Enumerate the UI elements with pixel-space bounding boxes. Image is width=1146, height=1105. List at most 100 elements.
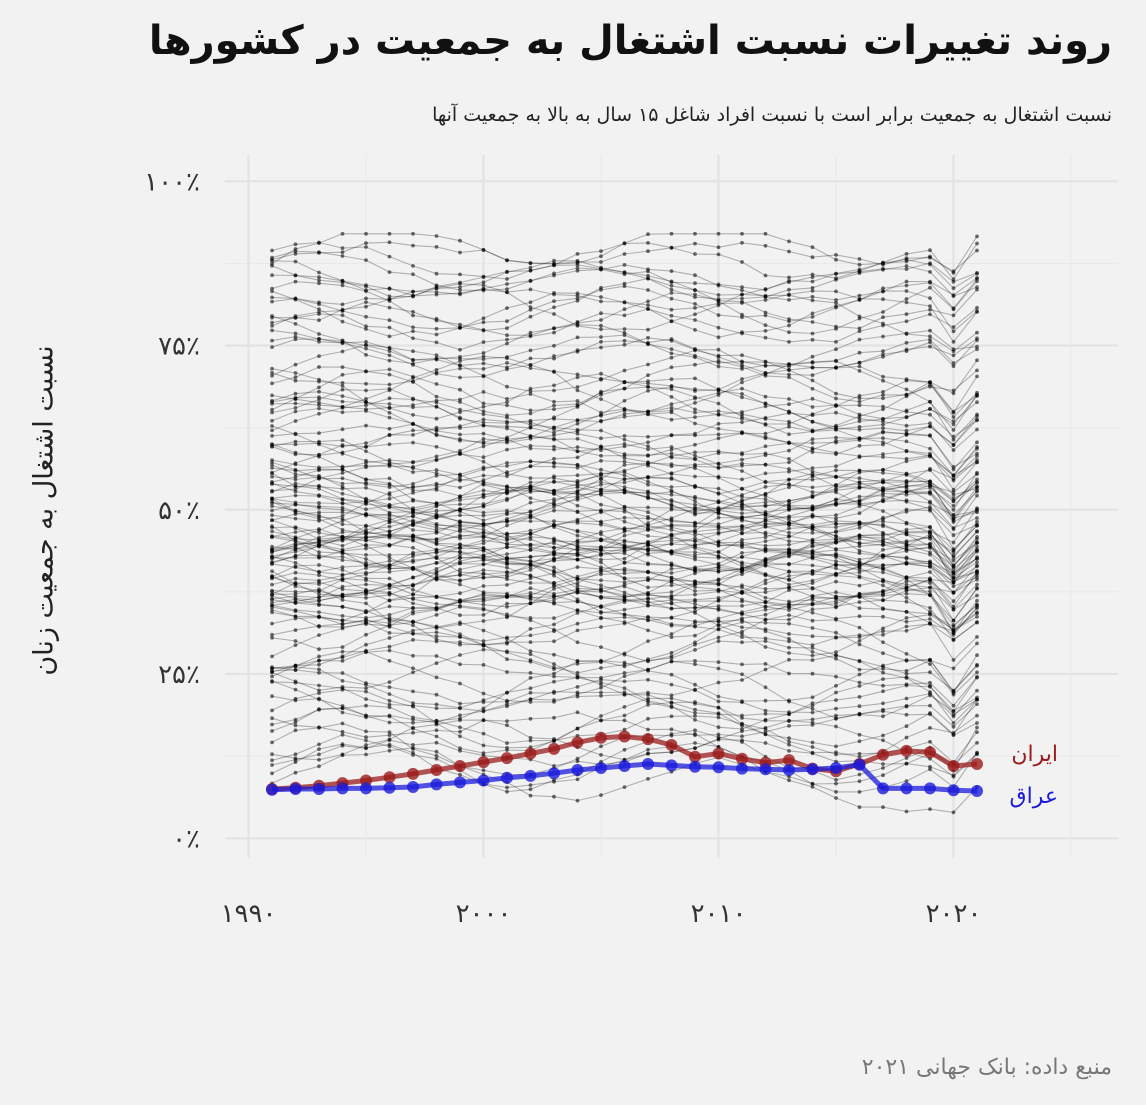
country-point (364, 388, 368, 393)
country-point (622, 459, 627, 464)
country-point (552, 679, 556, 684)
country-point (740, 629, 744, 634)
country-point (787, 698, 791, 703)
country-point (928, 337, 932, 342)
country-point (951, 467, 956, 472)
country-point (693, 571, 697, 576)
country-point (904, 652, 909, 656)
country-point (293, 668, 298, 672)
country-point (669, 563, 674, 568)
country-point (411, 336, 415, 341)
country-point (575, 418, 580, 423)
country-point (340, 510, 345, 515)
country-point (693, 362, 697, 367)
country-point (552, 447, 556, 452)
country-point (434, 556, 439, 560)
country-point (270, 366, 274, 371)
country-point (599, 714, 603, 718)
country-point (387, 270, 392, 274)
country-point (293, 502, 298, 507)
country-point (481, 455, 486, 460)
series-point (383, 771, 396, 784)
country-point (364, 353, 368, 357)
country-point (763, 645, 768, 649)
country-point (387, 604, 392, 609)
country-point (599, 339, 603, 344)
country-point (740, 612, 744, 616)
country-point (787, 632, 791, 636)
country-point (763, 504, 768, 509)
country-point (810, 286, 815, 290)
country-point (411, 397, 415, 402)
country-point (270, 716, 274, 721)
country-point (881, 738, 885, 743)
country-point (552, 312, 556, 316)
country-point (434, 509, 439, 513)
country-point (787, 613, 791, 617)
country-point (740, 503, 744, 508)
country-point (575, 449, 580, 454)
country-point (411, 363, 415, 367)
country-point (951, 415, 956, 419)
country-point (763, 243, 768, 248)
country-point (387, 334, 392, 339)
country-point (505, 419, 509, 424)
country-point (975, 721, 979, 725)
country-point (881, 578, 885, 583)
country-point (834, 298, 838, 302)
country-point (951, 564, 956, 569)
country-point (458, 701, 462, 706)
country-point (763, 590, 768, 595)
country-point (575, 399, 580, 403)
country-point (317, 441, 321, 446)
country-point (387, 648, 392, 653)
country-point (293, 481, 298, 486)
country-point (411, 592, 415, 597)
country-point (787, 539, 791, 544)
country-point (904, 473, 909, 477)
country-point (270, 635, 274, 640)
country-point (599, 616, 603, 621)
country-point (810, 740, 815, 745)
country-point (857, 293, 862, 298)
country-point (411, 743, 415, 747)
country-point (716, 619, 721, 624)
country-point (669, 231, 674, 236)
country-point (481, 628, 486, 633)
country-point (669, 693, 674, 698)
country-point (740, 414, 744, 419)
country-point (763, 729, 768, 734)
country-point (857, 600, 862, 604)
country-point (340, 365, 345, 369)
country-point (857, 480, 862, 485)
country-point (458, 363, 462, 368)
country-point (810, 607, 815, 612)
country-point (411, 518, 415, 523)
country-point (928, 561, 932, 566)
country-point (387, 698, 392, 703)
country-point (857, 583, 862, 588)
country-point (881, 417, 885, 422)
country-point (763, 491, 768, 496)
country-point (716, 409, 721, 413)
country-point (505, 498, 509, 503)
country-point (975, 510, 979, 515)
country-point (293, 728, 298, 733)
country-point (669, 571, 674, 575)
country-point (599, 476, 603, 481)
country-point (975, 472, 979, 476)
country-point (787, 585, 791, 590)
country-point (669, 659, 674, 664)
country-point (552, 519, 556, 524)
country-point (646, 603, 650, 608)
country-point (599, 285, 603, 290)
series-point (266, 783, 278, 796)
country-point (387, 305, 392, 310)
country-point (928, 617, 932, 621)
country-point (763, 512, 768, 517)
country-point (810, 555, 815, 559)
country-point (340, 246, 345, 251)
country-point (387, 733, 392, 738)
country-point (622, 333, 627, 337)
country-point (434, 639, 439, 644)
